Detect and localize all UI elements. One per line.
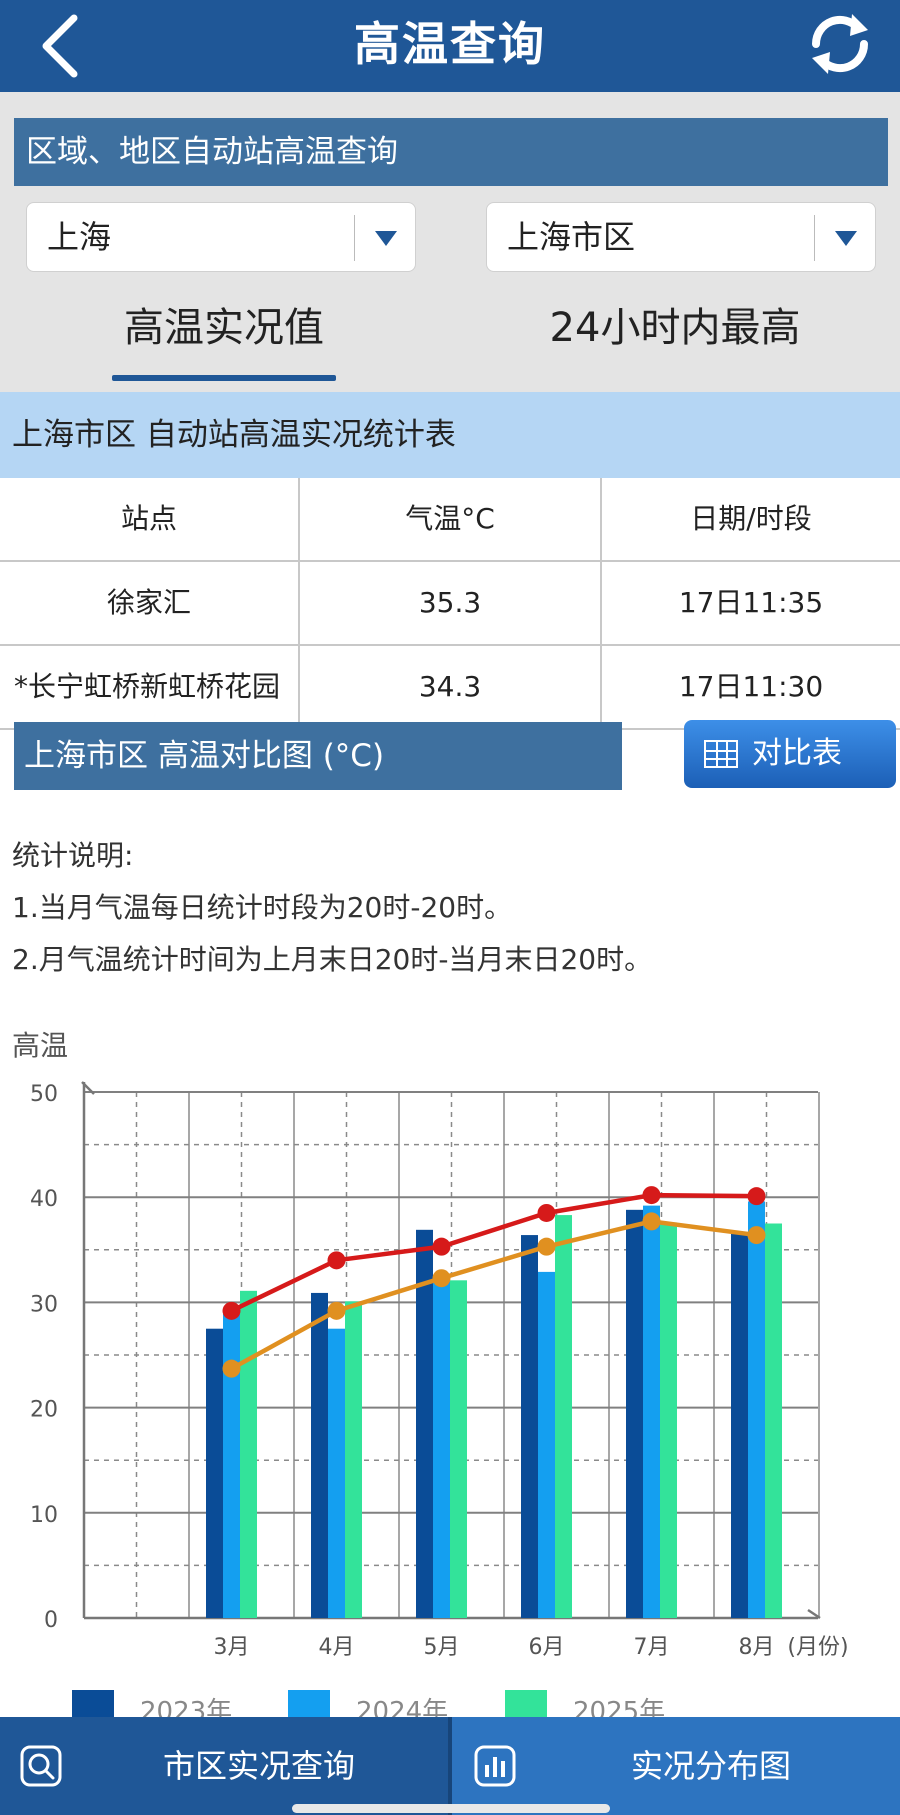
bar-2024年: [643, 1205, 660, 1618]
temp-cell: 34.3: [300, 646, 602, 728]
stats-table: 站点 气温°C 日期/时段 徐家汇 35.3 17日11:35 *长宁虹桥新虹桥…: [0, 478, 900, 730]
bar-2025年: [555, 1215, 572, 1618]
x-tick-label: 6月: [529, 1635, 565, 1660]
search-icon: [20, 1745, 62, 1787]
line-series-2: [230, 1219, 757, 1371]
x-tick-label: 3月: [214, 1635, 250, 1660]
stats-table-title: 上海市区 自动站高温实况统计表: [0, 392, 900, 478]
bar-2023年: [206, 1328, 223, 1618]
line-point-2: [432, 1269, 451, 1288]
bar-2025年: [240, 1290, 257, 1618]
bar-2023年: [626, 1209, 643, 1618]
y-tick-label: 0: [44, 1608, 58, 1633]
temp-cell: 35.3: [300, 562, 602, 644]
x-tick-label: 5月: [424, 1635, 460, 1660]
y-tick-label: 30: [30, 1292, 58, 1317]
station-cell: 徐家汇: [0, 562, 300, 644]
bar-2025年: [660, 1222, 677, 1618]
chart-section-title: 上海市区 高温对比图 (°C): [14, 722, 622, 790]
line-point-1: [747, 1187, 766, 1206]
table-icon: [704, 740, 738, 768]
select-divider: [814, 215, 815, 261]
y-axis-arrow: [81, 1081, 95, 1095]
compare-table-button[interactable]: 对比表: [684, 720, 896, 788]
notes-line: 2.月气温统计时间为上月末日20时-当月末日20时。: [12, 943, 653, 976]
line-point-2: [747, 1226, 766, 1245]
nav-distribution-map-label: 实况分布图: [630, 1747, 791, 1785]
bar-2023年: [521, 1235, 538, 1618]
table-header-row: 站点 气温°C 日期/时段: [0, 478, 900, 562]
bar-2024年: [328, 1328, 345, 1618]
station-cell: *长宁虹桥新虹桥花园: [0, 646, 300, 728]
bar-2023年: [731, 1231, 748, 1618]
dropdown-arrow-icon[interactable]: [375, 231, 397, 246]
bottom-nav: 市区实况查询 实况分布图: [0, 1717, 900, 1815]
x-tick-label: 4月: [319, 1635, 355, 1660]
time-cell: 17日11:35: [678, 586, 824, 619]
bar-2025年: [345, 1301, 362, 1618]
line-point-1: [327, 1251, 346, 1270]
column-header-time: 日期/时段: [690, 502, 812, 535]
x-tick-label: 7月: [634, 1635, 670, 1660]
y-axis-label: 高温: [12, 1029, 68, 1062]
active-tab-indicator: [112, 375, 336, 381]
bar-2024年: [223, 1313, 240, 1618]
bar-2024年: [748, 1201, 765, 1618]
province-select[interactable]: 上海: [26, 202, 416, 272]
back-arrow-icon[interactable]: [28, 8, 98, 84]
notes-line: 1.当月气温每日统计时段为20时-20时。: [12, 891, 513, 924]
bar-2023年: [416, 1229, 433, 1618]
line-point-1: [642, 1186, 661, 1205]
dropdown-arrow-icon[interactable]: [835, 231, 857, 246]
bar-2024年: [538, 1271, 555, 1618]
nav-divider: [448, 1717, 452, 1815]
y-tick-label: 50: [30, 1082, 58, 1107]
home-indicator: [292, 1804, 610, 1813]
query-section-title: 区域、地区自动站高温查询: [14, 118, 888, 186]
tab-24h-max[interactable]: 24小时内最高: [549, 305, 801, 351]
line-point-1: [222, 1301, 241, 1320]
line-series-1: [230, 1192, 757, 1313]
bar-2025年: [450, 1280, 467, 1618]
nav-city-realtime[interactable]: 市区实况查询: [0, 1717, 448, 1815]
bar-2024年: [433, 1281, 450, 1618]
x-axis-arrow: [807, 1608, 821, 1620]
time-cell: 17日11:30: [678, 670, 824, 703]
nav-city-realtime-label: 市区实况查询: [162, 1747, 355, 1785]
column-header-station: 站点: [0, 478, 300, 560]
nav-distribution-map[interactable]: 实况分布图: [452, 1717, 900, 1815]
select-divider: [354, 215, 355, 261]
notes-heading: 统计说明:: [12, 839, 134, 872]
app-header: 高温查询: [0, 0, 900, 92]
table-row[interactable]: 徐家汇 35.3 17日11:35: [0, 562, 900, 646]
query-panel: 区域、地区自动站高温查询 上海 上海市区 高温实况值 24小时内最高: [0, 92, 900, 392]
bar-2023年: [311, 1292, 328, 1618]
table-row[interactable]: *长宁虹桥新虹桥花园 34.3 17日11:30: [0, 646, 900, 730]
column-header-temp: 气温°C: [300, 478, 602, 560]
line-point-1: [537, 1203, 556, 1222]
y-tick-label: 40: [30, 1187, 58, 1212]
province-select-value: 上海: [47, 218, 112, 256]
line-point-2: [222, 1359, 241, 1378]
tab-realtime-high[interactable]: 高温实况值: [124, 305, 324, 351]
line-point-2: [642, 1212, 661, 1231]
y-tick-label: 20: [30, 1398, 58, 1423]
y-tick-label: 10: [30, 1503, 58, 1528]
line-point-2: [537, 1237, 556, 1256]
x-axis-label: (月份): [787, 1635, 848, 1660]
stats-notes: 统计说明: 1.当月气温每日统计时段为20时-20时。 2.月气温统计时间为上月…: [12, 830, 652, 986]
line-point-1: [432, 1237, 451, 1256]
district-select-value: 上海市区: [507, 218, 636, 256]
bar-2025年: [765, 1223, 782, 1618]
district-select[interactable]: 上海市区: [486, 202, 876, 272]
bar-chart-icon: [474, 1745, 516, 1787]
compare-table-label: 对比表: [752, 736, 842, 771]
x-tick-label: 8月: [739, 1635, 775, 1660]
page-title: 高温查询: [354, 17, 546, 71]
line-point-2: [327, 1301, 346, 1320]
refresh-icon[interactable]: [802, 6, 878, 82]
